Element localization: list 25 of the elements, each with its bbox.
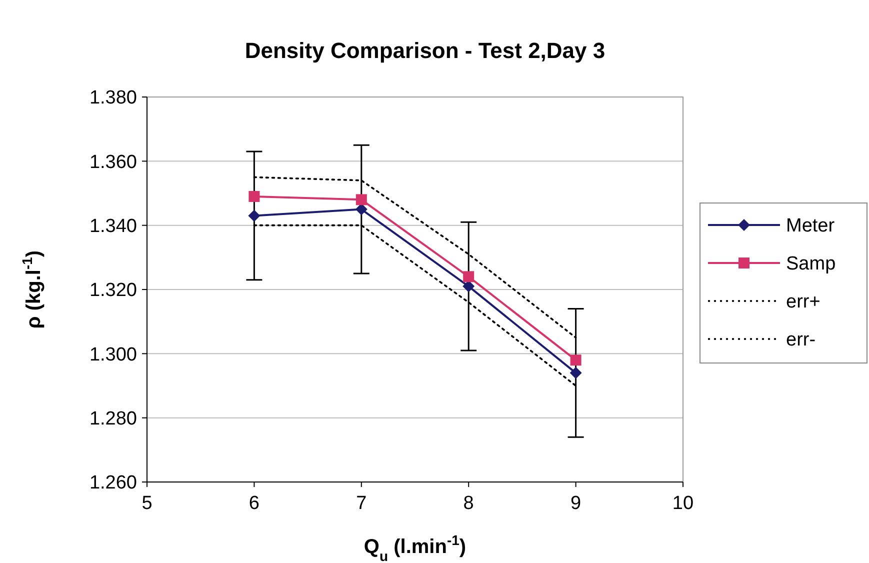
legend-label: err- bbox=[786, 330, 816, 351]
legend-label: err+ bbox=[786, 292, 820, 313]
point bbox=[463, 271, 474, 282]
y-tick-label: 1.320 bbox=[89, 280, 137, 302]
point bbox=[356, 194, 367, 206]
y-tick-label: 1.380 bbox=[89, 88, 137, 109]
point bbox=[570, 354, 582, 366]
point bbox=[248, 190, 260, 202]
point bbox=[570, 366, 582, 379]
chart-title: Density Comparison - Test 2,Day 3 bbox=[244, 38, 606, 63]
x-tick-label: 5 bbox=[142, 493, 152, 514]
x-tick-label: 7 bbox=[356, 493, 367, 514]
y-tick-label: 1.260 bbox=[89, 472, 137, 494]
x-tick-label: 10 bbox=[672, 493, 694, 514]
point bbox=[248, 210, 260, 222]
x-tick-label: 9 bbox=[570, 493, 582, 514]
y-tick-label: 1.300 bbox=[89, 344, 137, 366]
x-tick-label: 6 bbox=[248, 493, 260, 514]
legend-label: Samp bbox=[786, 254, 836, 275]
legend-label: Meter bbox=[786, 216, 836, 237]
x-axis-title: Q$_{u}$ (l.min$^{-1}$) bbox=[364, 532, 466, 563]
y-tick-label: 1.340 bbox=[89, 216, 137, 237]
y-tick-label: 1.280 bbox=[89, 408, 137, 430]
x-tick-label: 8 bbox=[463, 493, 474, 514]
y-tick-label: 1.360 bbox=[89, 152, 137, 173]
